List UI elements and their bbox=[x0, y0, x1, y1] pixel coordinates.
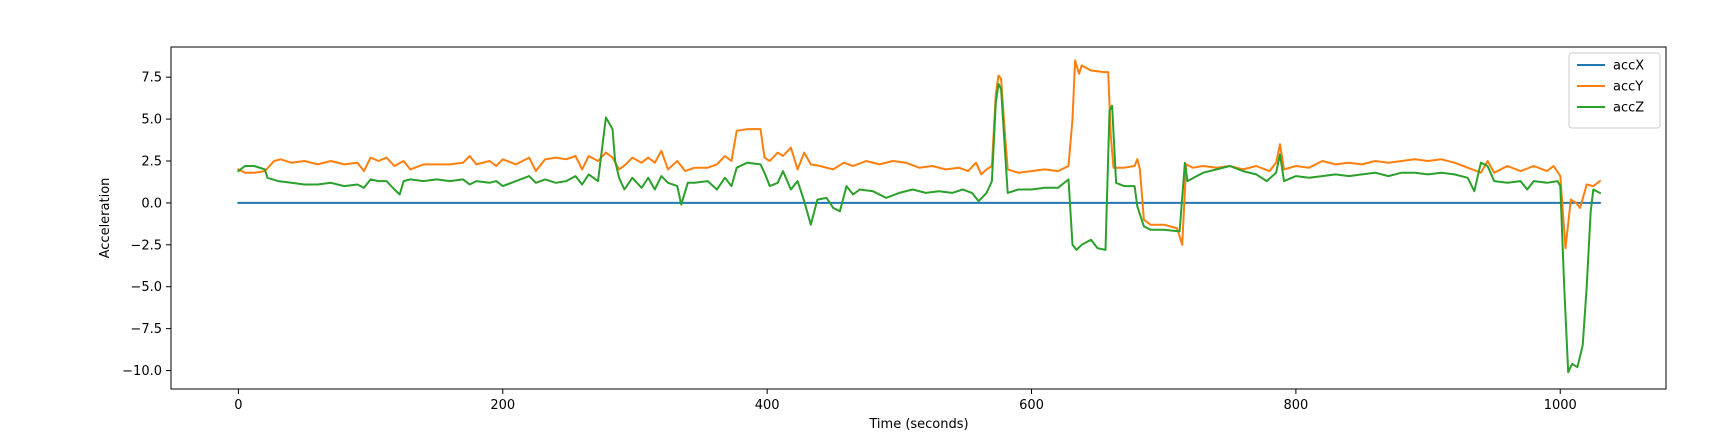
x-tick-label: 200 bbox=[490, 398, 515, 413]
legend-label-accZ: accZ bbox=[1613, 101, 1644, 116]
plot-area bbox=[236, 59, 1602, 374]
legend-label-accY: accY bbox=[1613, 80, 1643, 95]
x-tick-label: 400 bbox=[755, 398, 780, 413]
x-axis: 0 200 400 600 800 1000 bbox=[234, 389, 1577, 413]
x-tick-label: 1000 bbox=[1544, 398, 1577, 413]
x-tick-label: 0 bbox=[234, 398, 242, 413]
legend-box bbox=[1568, 52, 1661, 129]
y-tick-label: 5.0 bbox=[141, 113, 162, 128]
x-tick-label: 600 bbox=[1019, 398, 1044, 413]
y-axis: −10.0 −7.5 −5.0 −2.5 0.0 2.5 5.0 7.5 bbox=[122, 71, 171, 379]
y-tick-label: −7.5 bbox=[130, 322, 162, 337]
legend: accX accY accZ bbox=[1568, 52, 1661, 129]
x-axis-label: Time (seconds) bbox=[868, 417, 968, 432]
y-tick-label: 2.5 bbox=[141, 155, 162, 170]
y-axis-label: Acceleration bbox=[98, 178, 113, 259]
y-tick-label: −5.0 bbox=[130, 280, 162, 295]
series-line-accZ bbox=[236, 82, 1602, 374]
y-tick-label: −2.5 bbox=[130, 238, 162, 253]
x-tick-label: 800 bbox=[1283, 398, 1308, 413]
y-tick-label: −10.0 bbox=[122, 364, 162, 379]
plot-frame bbox=[170, 46, 1667, 390]
legend-label-accX: accX bbox=[1613, 59, 1644, 74]
series-line-accY bbox=[237, 59, 1602, 250]
y-tick-label: 0.0 bbox=[141, 196, 162, 211]
y-tick-label: 7.5 bbox=[141, 71, 162, 86]
